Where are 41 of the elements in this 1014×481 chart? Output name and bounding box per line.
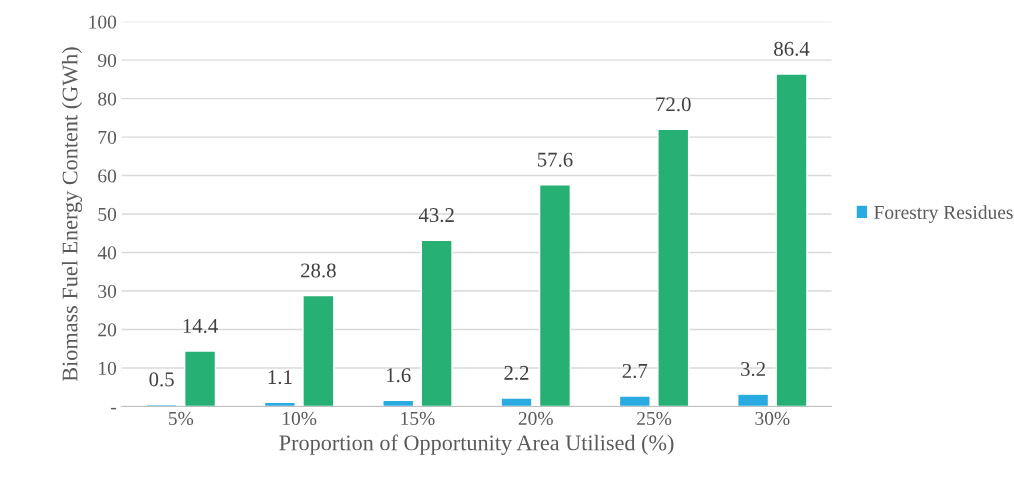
data-label: 14.4 [183, 318, 218, 333]
bar [618, 395, 651, 407]
y-tick-label: 10 [99, 361, 117, 375]
bar [183, 350, 217, 407]
bar [420, 239, 453, 407]
y-tick-label: - [111, 407, 117, 410]
data-label: 2.2 [504, 365, 529, 380]
x-tick-label: 10% [283, 411, 317, 426]
data-label: 2.7 [622, 363, 648, 379]
y-tick-label: 100 [89, 15, 117, 29]
data-label: 57.6 [537, 152, 573, 167]
y-tick-label: 20 [98, 323, 117, 337]
x-tick-label: 5% [169, 411, 194, 426]
data-label: 3.2 [741, 362, 765, 377]
y-tick-label: 40 [97, 246, 117, 260]
x-tick-label: 25% [637, 411, 672, 426]
y-tick-label: 70 [98, 130, 117, 145]
y-tick-label: 60 [98, 169, 117, 183]
data-label: 72.0 [656, 97, 691, 112]
y-tick-label: 30 [98, 284, 117, 298]
bar [538, 184, 572, 407]
bar [500, 397, 533, 407]
y-axis-title: Biomass Fuel Energy Content (GWh) [61, 47, 83, 382]
y-tick-label: 90 [98, 53, 117, 68]
y-tick-label: 50 [98, 207, 117, 221]
legend-label: Forestry Residues [874, 205, 1013, 223]
data-label: 28.8 [301, 263, 336, 278]
data-label: 0.5 [149, 372, 174, 387]
x-tick-label: 15% [401, 411, 435, 426]
x-tick-label: 20% [518, 411, 553, 426]
bar [657, 128, 690, 407]
data-label: 1.6 [387, 368, 411, 383]
bar [737, 393, 770, 407]
data-label: 86.4 [774, 41, 810, 56]
data-label: 1.1 [268, 370, 292, 385]
bar [775, 73, 808, 407]
y-tick-label: 80 [98, 92, 117, 106]
bar [302, 294, 335, 407]
x-axis-title: Proportion of Opportunity Area Utilised (%) [279, 434, 674, 455]
data-label: 43.2 [418, 208, 454, 223]
x-tick-label: 30% [755, 411, 790, 426]
